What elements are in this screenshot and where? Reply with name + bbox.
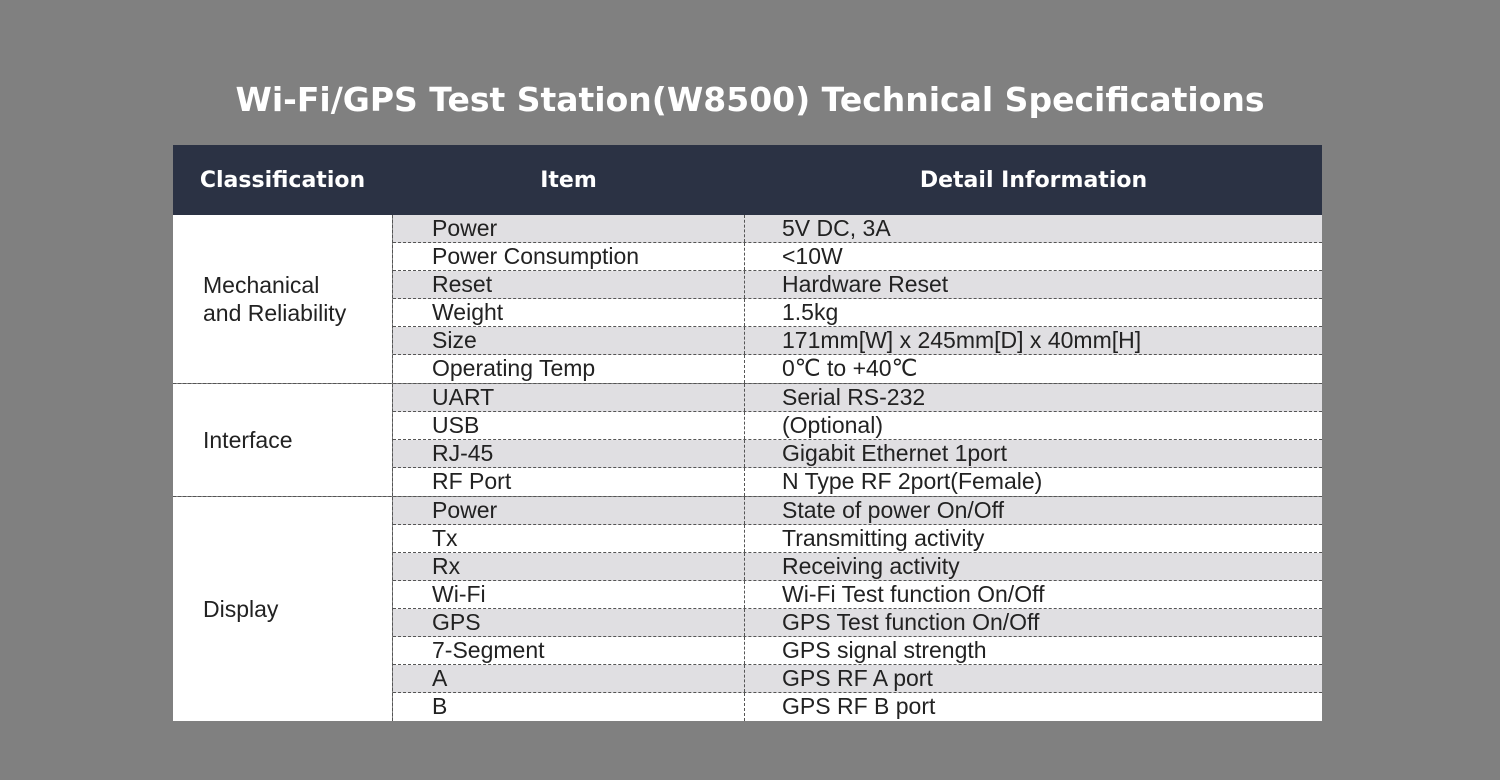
table-row: UART Serial RS-232 [393,384,1322,412]
detail-cell: 1.5kg [782,299,839,325]
detail-cell: Gigabit Ethernet 1port [782,440,1008,466]
table-row: Weight 1.5kg [393,299,1322,327]
detail-cell: 5V DC, 3A [782,215,891,241]
detail-cell: Transmitting activity [782,525,985,551]
item-cell: UART [393,384,745,411]
detail-cell: 171mm[W] x 245mm[D] x 40mm[H] [782,327,1142,353]
detail-cell: N Type RF 2port(Female) [782,468,1043,494]
header-detail: Detail Information [919,167,1148,193]
table-row: Power State of power On/Off [393,497,1322,525]
table-row: Size 171mm[W] x 245mm[D] x 40mm[H] [393,327,1322,355]
header-classification: Classification [199,167,366,193]
group-label: Display [173,497,392,721]
item-cell: Wi-Fi [393,581,745,608]
item-cell: RF Port [393,468,745,496]
table-row: Wi-Fi Wi-Fi Test function On/Off [393,581,1322,609]
table-row: RF Port N Type RF 2port(Female) [393,468,1322,496]
table-row: B GPS RF B port [393,693,1322,721]
group-label: Interface [173,384,392,496]
spec-table: Classification Item Detail Information M… [173,145,1322,721]
table-row: RJ-45 Gigabit Ethernet 1port [393,440,1322,468]
table-row: Power Consumption <10W [393,243,1322,271]
table-group: Interface UART Serial RS-232 USB (Optional) R… [173,383,1322,496]
item-cell: Tx [393,525,745,552]
item-cell: GPS [393,609,745,636]
table-row: Operating Temp 0℃ to +40℃ [393,355,1322,383]
item-cell: B [393,693,745,721]
detail-cell: Serial RS-232 [782,384,926,410]
group-rows: Power State of power On/Off Tx Transmitting… [392,497,1322,721]
detail-cell: GPS RF A port [782,665,933,691]
item-cell: Power [393,215,745,242]
item-cell: Operating Temp [393,355,745,383]
group-label: Mechanical and Reliability [173,215,392,383]
table-row: Tx Transmitting activity [393,525,1322,553]
item-cell: Reset [393,271,745,298]
detail-cell: <10W [782,243,843,269]
table-row: A GPS RF A port [393,665,1322,693]
detail-cell: 0℃ to +40℃ [782,355,918,381]
item-cell: USB [393,412,745,439]
detail-cell: GPS Test function On/Off [782,609,1040,635]
item-cell: 7-Segment [393,637,745,664]
table-group: Display Power State of power On/Off Tx Trans… [173,496,1322,721]
table-group: Mechanical and Reliability Power 5V DC, 3A… [173,215,1322,383]
table-row: Power 5V DC, 3A [393,215,1322,243]
detail-cell: GPS RF B port [782,693,936,719]
item-cell: Power [393,497,745,524]
table-row: USB (Optional) [393,412,1322,440]
table-row: 7-Segment GPS signal strength [393,637,1322,665]
group-rows: UART Serial RS-232 USB (Optional) RJ-45 Gigab… [392,384,1322,496]
detail-cell: Hardware Reset [782,271,949,297]
table-row: Rx Receiving activity [393,553,1322,581]
page-title: Wi-Fi/GPS Test Station(W8500) Technical … [235,80,1265,119]
group-rows: Power 5V DC, 3A Power Consumption <10W Reset… [392,215,1322,383]
detail-cell: Receiving activity [782,553,960,579]
item-cell: Size [393,327,745,354]
item-cell: Weight [393,299,745,326]
detail-cell: Wi-Fi Test function On/Off [782,581,1045,607]
detail-cell: (Optional) [782,412,883,438]
detail-cell: GPS signal strength [782,637,987,663]
detail-cell: State of power On/Off [782,497,1005,523]
table-body: Mechanical and Reliability Power 5V DC, 3A… [173,215,1322,721]
header-item: Item [540,167,597,193]
table-row: GPS GPS Test function On/Off [393,609,1322,637]
item-cell: RJ-45 [393,440,745,467]
item-cell: Power Consumption [393,243,745,270]
item-cell: A [393,665,745,692]
table-header: Classification Item Detail Information [173,145,1322,215]
item-cell: Rx [393,553,745,580]
table-row: Reset Hardware Reset [393,271,1322,299]
